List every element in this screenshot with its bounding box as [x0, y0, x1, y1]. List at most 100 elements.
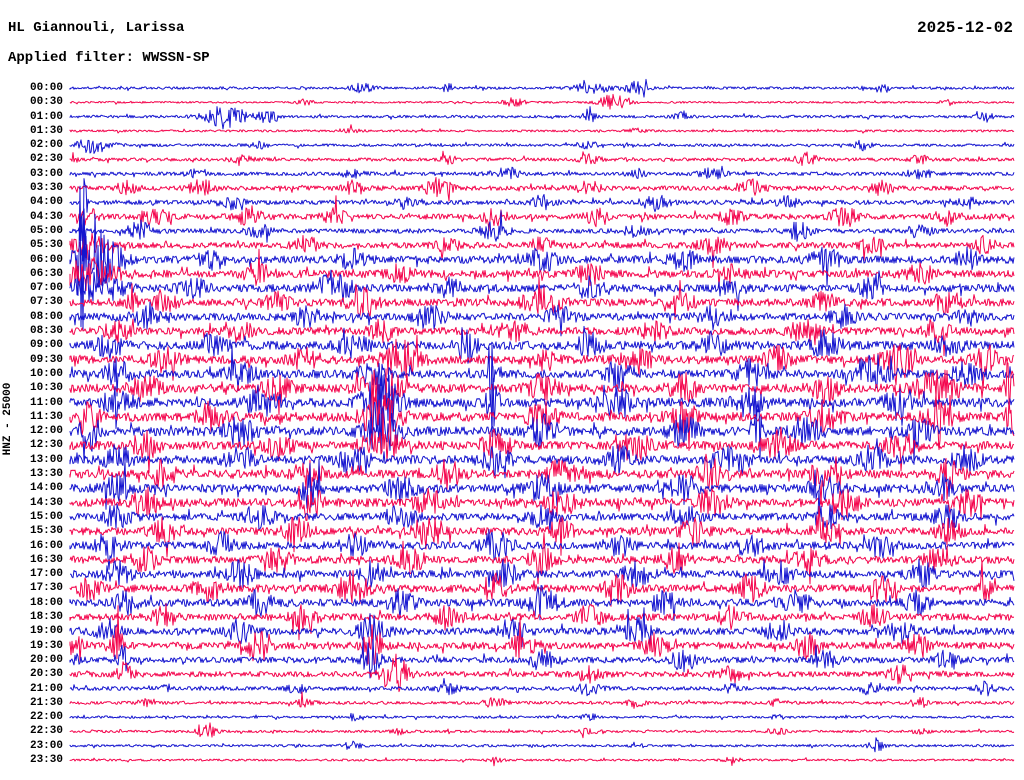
time-label-1430: 14:30 [29, 496, 63, 509]
trace-0100 [69, 106, 1015, 130]
trace-1400 [69, 459, 1015, 510]
time-label-2230: 22:30 [29, 725, 63, 738]
time-label-1230: 12:30 [29, 439, 63, 452]
trace-0000 [69, 78, 1015, 98]
time-label-1900: 19:00 [29, 625, 63, 638]
trace-0630 [69, 248, 1015, 291]
record-date: 2025-12-02 [916, 19, 1013, 37]
trace-1800 [69, 585, 1015, 622]
trace-2200 [69, 712, 1015, 722]
trace-0130 [69, 124, 1015, 134]
time-label-0830: 08:30 [29, 325, 63, 338]
time-label-2300: 23:00 [29, 739, 63, 752]
time-label-1500: 15:00 [29, 510, 63, 523]
time-label-0030: 00:30 [29, 96, 63, 109]
trace-1700 [69, 558, 1015, 589]
trace-1300 [69, 438, 1015, 479]
time-label-2100: 21:00 [29, 682, 63, 695]
trace-1430 [69, 485, 1015, 521]
station-title: HL Giannouli, Larissa [8, 20, 185, 36]
time-label-0000: 00:00 [29, 82, 63, 94]
trace-0600 [69, 185, 1015, 331]
time-label-0430: 04:30 [29, 210, 63, 223]
trace-0900 [69, 325, 1015, 364]
time-label-1930: 19:30 [29, 639, 63, 652]
time-label-0600: 06:00 [29, 253, 63, 266]
trace-1030 [69, 361, 1015, 436]
trace-1230 [69, 405, 1014, 474]
time-label-2330: 23:30 [29, 754, 63, 766]
time-label-1200: 12:00 [29, 425, 63, 438]
trace-1600 [69, 529, 1015, 570]
trace-0800 [69, 301, 1015, 337]
time-label-0730: 07:30 [29, 296, 63, 309]
trace-0530 [69, 233, 1015, 268]
time-label-1700: 17:00 [29, 568, 63, 581]
trace-1500 [69, 490, 1015, 533]
trace-2030 [69, 653, 1015, 693]
time-label-2130: 21:30 [29, 696, 63, 709]
time-label-1600: 16:00 [29, 539, 63, 552]
time-label-0230: 02:30 [29, 153, 63, 166]
trace-1000 [69, 344, 1015, 405]
time-label-1400: 14:00 [29, 482, 63, 495]
trace-1900 [69, 607, 1015, 648]
time-label-1330: 13:30 [29, 468, 63, 481]
time-label-0200: 02:00 [29, 139, 63, 152]
time-label-0330: 03:30 [29, 182, 63, 195]
trace-2330 [69, 756, 1015, 767]
trace-0330 [69, 177, 1015, 202]
time-label-1800: 18:00 [29, 596, 63, 609]
trace-2230 [69, 722, 1015, 739]
time-label-1730: 17:30 [29, 582, 63, 595]
time-label-0130: 01:30 [29, 124, 63, 137]
time-label-1630: 16:30 [29, 553, 63, 566]
trace-0400 [69, 178, 1015, 262]
trace-1200 [69, 400, 1015, 465]
trace-1100 [69, 366, 1015, 438]
trace-0500 [69, 208, 1015, 246]
time-label-0100: 01:00 [29, 110, 63, 123]
trace-0700 [69, 269, 1015, 312]
trace-0230 [69, 150, 1015, 167]
time-label-2030: 20:30 [29, 668, 63, 681]
trace-0030 [69, 93, 1015, 110]
filter-label: Applied filter: WWSSN-SP [8, 50, 210, 66]
trace-2000 [69, 638, 1015, 679]
time-label-1130: 11:30 [29, 410, 63, 423]
time-label-2000: 20:00 [29, 653, 63, 666]
trace-0830 [69, 318, 1015, 357]
trace-1930 [69, 605, 1015, 666]
trace-2300 [69, 737, 1015, 753]
time-label-0530: 05:30 [29, 239, 63, 252]
trace-1730 [69, 560, 1015, 607]
time-label-0930: 09:30 [29, 353, 63, 366]
time-label-1100: 11:00 [29, 396, 63, 409]
trace-0730 [69, 276, 1015, 320]
trace-0200 [69, 139, 1015, 154]
trace-1830 [69, 603, 1015, 641]
time-label-0500: 05:00 [29, 224, 63, 237]
trace-2100 [69, 678, 1015, 697]
time-label-0630: 06:30 [29, 267, 63, 280]
trace-1530 [69, 505, 1015, 558]
time-label-0900: 09:00 [29, 339, 63, 352]
time-label-0700: 07:00 [29, 282, 63, 295]
trace-0430 [69, 195, 1015, 232]
time-label-1300: 13:00 [29, 453, 63, 466]
trace-2130 [69, 691, 1015, 709]
time-label-1830: 18:30 [29, 611, 63, 624]
trace-1330 [69, 453, 1015, 505]
trace-0300 [69, 165, 1015, 180]
time-label-1530: 15:30 [29, 525, 63, 538]
time-label-1030: 10:30 [29, 382, 63, 395]
trace-0930 [69, 334, 1015, 392]
trace-1130 [69, 392, 1015, 451]
time-label-0300: 03:00 [29, 167, 63, 180]
time-label-0400: 04:00 [29, 196, 63, 209]
time-label-1000: 10:00 [29, 367, 63, 380]
time-label-2200: 22:00 [29, 711, 63, 724]
